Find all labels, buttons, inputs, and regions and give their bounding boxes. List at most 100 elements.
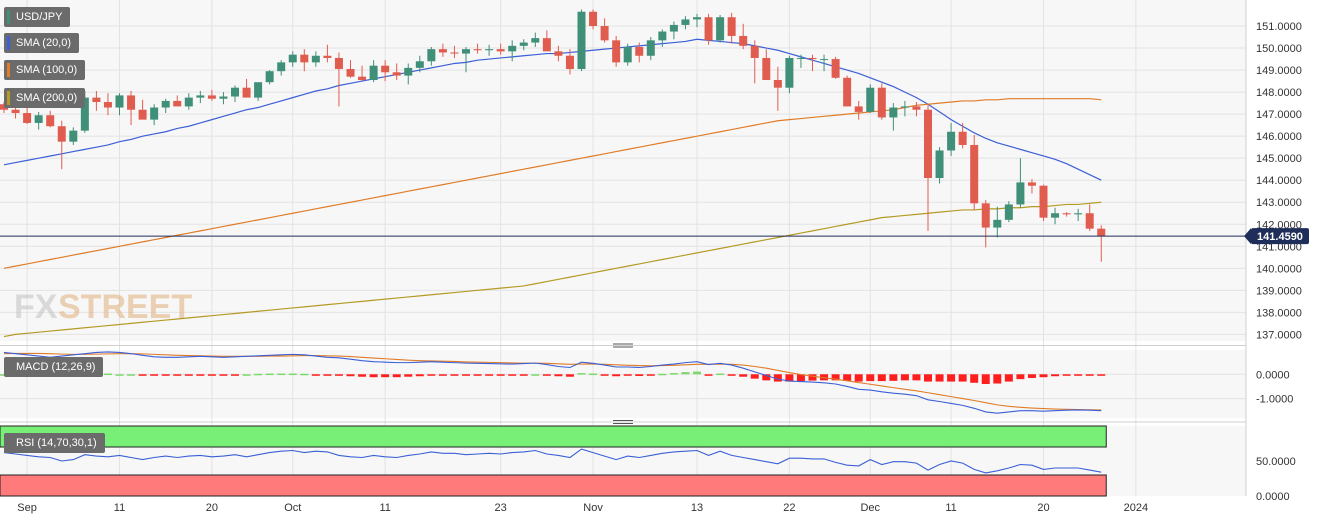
macd-histogram-bar [196,374,205,376]
legend-rsi[interactable]: RSI (14,70,30,1) [4,433,105,453]
macd-histogram-bar [173,374,182,376]
legend-macd[interactable]: MACD (12,26,9) [4,357,104,377]
macd-histogram-bar [265,373,274,376]
sma-line-200 [3,38,1102,181]
candle-body [866,87,875,112]
legend-usdjpy[interactable]: USD/JPY [4,7,71,27]
legend-sma100-swatch [7,63,10,77]
price-tick-label: 150.0000 [1256,43,1302,55]
macd-histogram-bar [531,374,540,376]
macd-histogram-bar [161,374,170,376]
candle-body [462,49,470,54]
candle-body [693,17,701,20]
candle-body [565,55,574,69]
legend-sma100[interactable]: SMA (100,0) [4,60,86,80]
legend-usdjpy-label: USD/JPY [16,11,63,23]
macd-histogram-bar [392,374,401,378]
candle-body [473,49,482,51]
legend-sma20-swatch [7,36,10,50]
rsi-zones [0,425,1107,497]
macd-histogram-bar [981,374,990,384]
macd-histogram-bar [646,374,655,376]
macd-histogram-bar [924,374,932,382]
candle-body [854,106,863,112]
macd-histogram-bar [843,374,852,381]
price-tick-label: 148.0000 [1256,87,1302,99]
legend-sma200[interactable]: SMA (200,0) [4,88,86,108]
macd-histogram-bar [277,373,286,376]
macd-histogram-bar [958,374,967,382]
candle-body [381,65,390,73]
last-price-badge-bg [1251,228,1309,245]
macd-histogram-bar [1027,374,1036,378]
candle-body [242,87,251,98]
candle-body [57,126,66,142]
candle-body [103,102,112,108]
macd-histogram-bar [508,374,517,376]
legend-sma20[interactable]: SMA (20,0) [4,33,80,53]
macd-histogram-bar [1074,374,1083,376]
rsi-tick-label: 0.0000 [1256,491,1290,503]
candle-body [623,46,632,63]
price-tick-label: 145.0000 [1256,153,1302,165]
price-tick-label: 144.0000 [1256,175,1302,187]
candle-body [34,115,43,123]
candle-body [681,19,690,25]
sma-line-2000 [3,201,1102,338]
candle-body [438,49,447,53]
macd-histogram-bar [1062,374,1071,376]
candle-body [508,45,517,52]
macd-histogram-bar [773,374,782,382]
macd-histogram-bar [450,374,459,376]
watermark-fx: FX [14,288,58,326]
macd-histogram-bar [704,374,713,376]
macd-histogram-bar [1085,374,1094,376]
macd-histogram-bar [912,374,921,381]
time-tick-label: 11 [945,502,956,514]
candle-body [1062,213,1071,215]
macd-histogram-bar [716,373,725,376]
macd-histogram-bar [900,374,909,381]
macd-histogram-bar [889,374,898,381]
macd-histogram-bar [242,374,251,376]
candles [0,9,1106,262]
macd-histogram-bar [1004,374,1013,382]
candle-body [669,24,678,32]
candle-body [716,17,725,41]
macd-histogram-bar [438,374,447,376]
time-tick-label: 20 [206,502,218,514]
candle-body [600,26,609,41]
macd-tick-label: 0.0000 [1256,369,1290,381]
macd-histogram-bar [935,374,944,382]
candle-body [323,55,332,58]
macd-histogram-bar [554,374,563,377]
macd-histogram-bar [947,374,956,382]
candle-body [796,57,805,59]
time-tick-label: 23 [495,502,507,514]
price-panel-bg [0,0,1246,341]
macd-histogram-bar [681,372,690,375]
candle-body [970,144,979,204]
macd-histogram-bar [623,374,632,376]
candle-body [935,150,944,179]
price-tick-label: 139.0000 [1256,285,1302,297]
candle-body [727,17,736,36]
macd-histogram-bar [115,374,124,376]
candle-body [773,79,782,88]
candle-body [196,95,205,98]
axis-labels: 151.0000 150.0000 149.0000 148.0000 147.0000… [17,21,1302,514]
macd-histogram-bar [231,374,239,376]
macd-histogram-bar [1039,374,1048,378]
candle-body [658,31,667,41]
macd-panel [0,351,1106,414]
macd-histogram-bar [519,374,528,376]
macd-panel-bg [0,350,1246,418]
grid-layer [0,0,1246,496]
candle-body [542,38,551,52]
last-price-badge-arrow [1244,228,1251,245]
candle-body [184,97,193,107]
macd-histogram-bar [727,374,736,376]
time-tick-label: 22 [783,502,795,514]
